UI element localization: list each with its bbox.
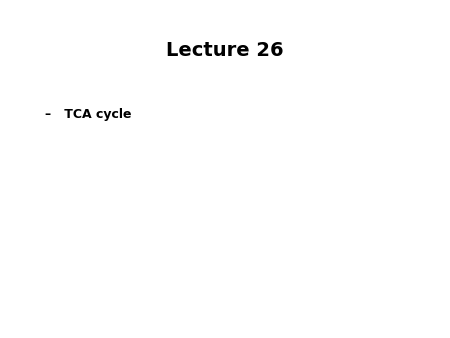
Text: –   TCA cycle: – TCA cycle xyxy=(45,108,131,121)
Text: Lecture 26: Lecture 26 xyxy=(166,41,284,59)
